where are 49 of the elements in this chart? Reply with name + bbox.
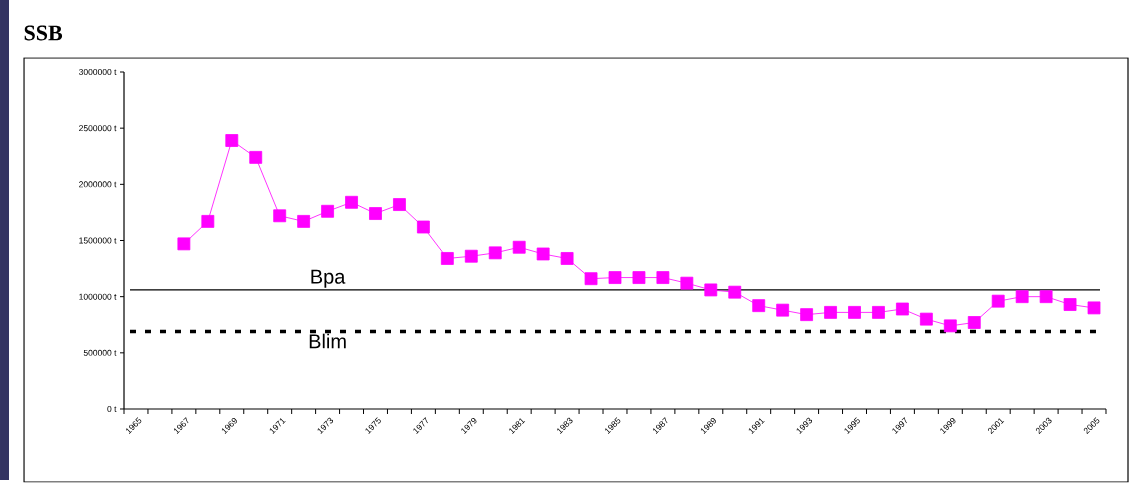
point: [919, 312, 933, 326]
point: [393, 198, 406, 212]
point: [1063, 298, 1077, 312]
point: [369, 207, 382, 221]
y-tick-label: 2000000 t: [79, 181, 117, 188]
point: [608, 271, 622, 285]
point: [704, 283, 718, 297]
y-tick-label: 0 t: [107, 406, 117, 413]
point: [752, 299, 766, 313]
point: [1015, 290, 1029, 304]
point: [632, 271, 646, 285]
point: [440, 252, 454, 266]
y-tick-label: 2500000 t: [79, 125, 117, 132]
point: [345, 196, 358, 209]
point: [800, 308, 814, 322]
point: [824, 306, 837, 319]
point: [848, 306, 861, 319]
point: [321, 205, 334, 218]
point: [776, 303, 790, 317]
point: [177, 237, 191, 251]
point: [249, 151, 263, 164]
point: [273, 209, 287, 223]
ref-line-label: Blim: [309, 333, 346, 349]
point: [488, 246, 502, 260]
point: [656, 271, 670, 285]
point: [991, 294, 1005, 308]
point: [416, 220, 430, 234]
point: [967, 316, 981, 330]
point: [560, 252, 574, 266]
point: [680, 276, 694, 290]
point: [1039, 290, 1053, 304]
point: [1087, 301, 1101, 315]
point: [896, 302, 909, 316]
point: [464, 250, 478, 263]
y-tick-label: 1000000 t: [79, 293, 117, 300]
chart-title: SSB: [24, 25, 63, 41]
y-tick-label: 3000000 t: [78, 69, 117, 76]
point: [872, 306, 885, 319]
point: [943, 319, 957, 333]
y-tick-label: 1500000 t: [79, 237, 117, 244]
point: [584, 272, 598, 286]
y-tick-label: 500000 t: [83, 350, 117, 357]
point: [225, 134, 239, 148]
point: [728, 285, 742, 299]
point: [512, 241, 526, 254]
ref-line-label: Bpa: [311, 270, 346, 288]
point: [201, 215, 215, 229]
point: [297, 215, 311, 229]
point: [536, 247, 550, 261]
